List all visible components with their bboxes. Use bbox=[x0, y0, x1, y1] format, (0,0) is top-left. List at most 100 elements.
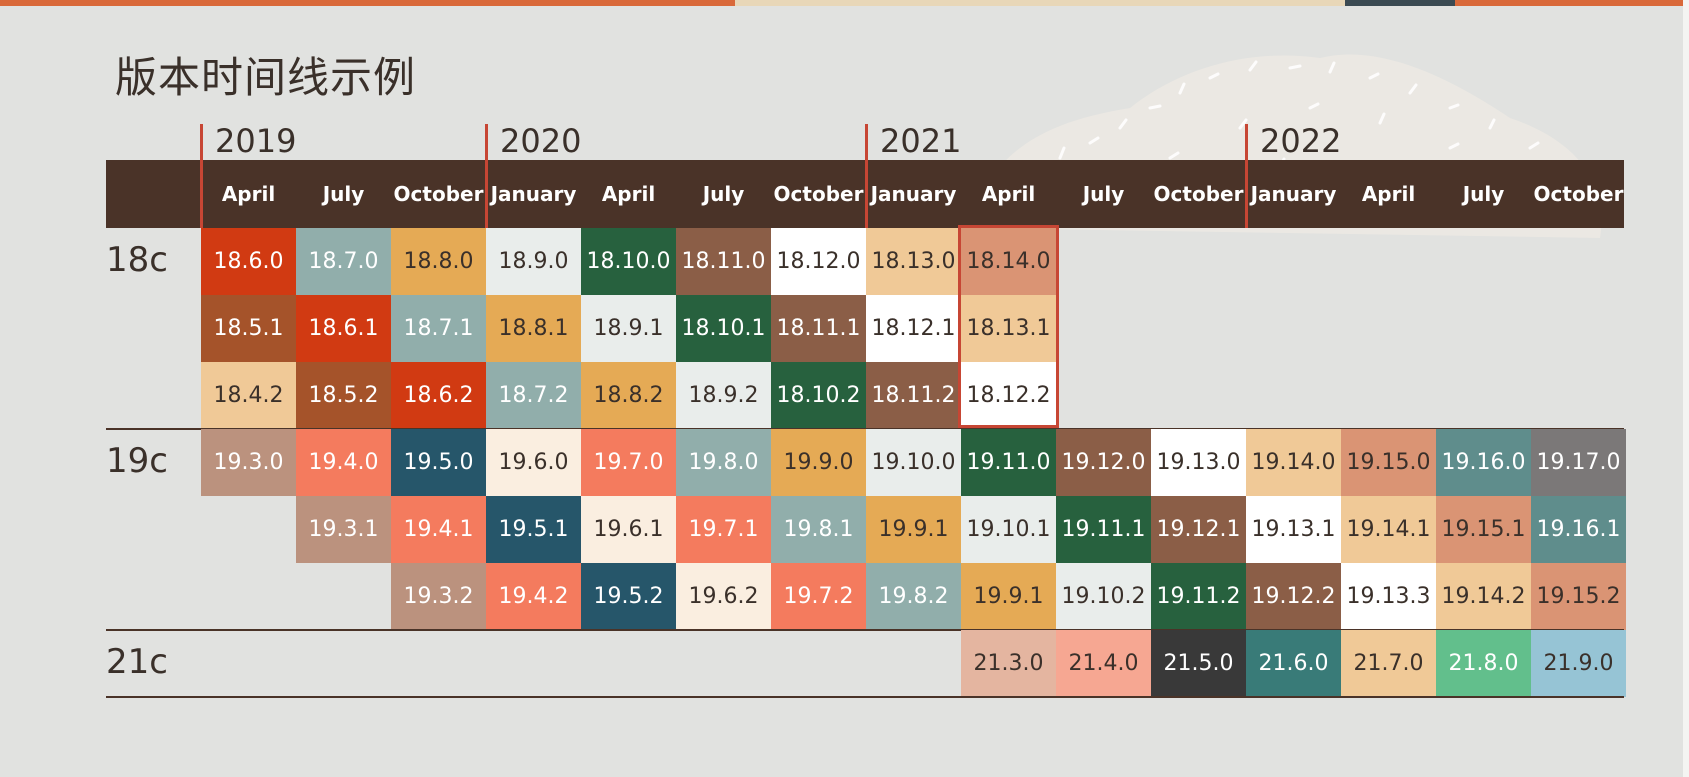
release-cell: 18.5.2 bbox=[296, 362, 391, 429]
release-cell: 19.16.0 bbox=[1436, 429, 1531, 496]
version-label-19c: 19c bbox=[106, 441, 168, 481]
release-cell: 19.13.3 bbox=[1341, 563, 1436, 630]
release-cell: 18.9.0 bbox=[486, 228, 581, 295]
release-cell: 18.7.2 bbox=[486, 362, 581, 429]
page-right-edge bbox=[1683, 0, 1689, 777]
release-cell: 21.9.0 bbox=[1531, 630, 1626, 697]
release-cell: 21.7.0 bbox=[1341, 630, 1436, 697]
year-divider-2021 bbox=[865, 160, 868, 228]
year-label-2019: 2019 bbox=[200, 124, 296, 162]
release-cell: 19.14.1 bbox=[1341, 496, 1436, 563]
release-cell: 19.5.1 bbox=[486, 496, 581, 563]
version-label-18c: 18c bbox=[106, 240, 168, 280]
release-cell: 19.3.2 bbox=[391, 563, 486, 630]
release-cell: 19.12.0 bbox=[1056, 429, 1151, 496]
release-cell: 18.12.0 bbox=[771, 228, 866, 295]
release-cell: 18.4.2 bbox=[201, 362, 296, 429]
month-header-april: April bbox=[981, 182, 1036, 206]
release-cell: 18.11.1 bbox=[771, 295, 866, 362]
release-cell: 18.6.1 bbox=[296, 295, 391, 362]
release-cell: 18.10.2 bbox=[771, 362, 866, 429]
month-header-april: April bbox=[1361, 182, 1416, 206]
top-banner-strip bbox=[0, 0, 1689, 6]
release-cell: 19.17.0 bbox=[1531, 429, 1626, 496]
release-cell: 21.3.0 bbox=[961, 630, 1056, 697]
release-cell: 18.12.2 bbox=[961, 362, 1056, 429]
release-cell: 21.5.0 bbox=[1151, 630, 1246, 697]
release-cell: 18.13.0 bbox=[866, 228, 961, 295]
month-header-october: October bbox=[1153, 182, 1244, 206]
release-cell: 18.5.1 bbox=[201, 295, 296, 362]
month-header-october: October bbox=[1533, 182, 1624, 206]
release-cell: 19.11.1 bbox=[1056, 496, 1151, 563]
release-cell: 19.5.0 bbox=[391, 429, 486, 496]
release-cell: 18.9.1 bbox=[581, 295, 676, 362]
month-header-july: July bbox=[702, 182, 745, 206]
release-cell: 18.11.2 bbox=[866, 362, 961, 429]
release-cell: 18.12.1 bbox=[866, 295, 961, 362]
release-cell: 19.4.1 bbox=[391, 496, 486, 563]
release-cell: 21.6.0 bbox=[1246, 630, 1341, 697]
release-cell: 19.8.2 bbox=[866, 563, 961, 630]
release-cell: 18.7.1 bbox=[391, 295, 486, 362]
month-header-january: January bbox=[1250, 182, 1337, 206]
banner-light-segment bbox=[735, 0, 1375, 6]
version-label-21c: 21c bbox=[106, 642, 168, 682]
release-cell: 18.11.0 bbox=[676, 228, 771, 295]
release-cell: 19.6.0 bbox=[486, 429, 581, 496]
release-cell: 19.13.1 bbox=[1246, 496, 1341, 563]
month-header-july: July bbox=[1082, 182, 1125, 206]
release-cell: 19.15.1 bbox=[1436, 496, 1531, 563]
year-divider-2020 bbox=[485, 160, 488, 228]
release-cell: 19.6.2 bbox=[676, 563, 771, 630]
release-cell: 19.9.1 bbox=[961, 563, 1056, 630]
year-divider-2019 bbox=[200, 160, 203, 228]
release-cell: 19.7.0 bbox=[581, 429, 676, 496]
release-cell: 19.6.1 bbox=[581, 496, 676, 563]
release-cell: 21.4.0 bbox=[1056, 630, 1151, 697]
release-cell: 19.9.1 bbox=[866, 496, 961, 563]
release-cell: 19.16.1 bbox=[1531, 496, 1626, 563]
group-divider bbox=[106, 629, 1624, 631]
release-cell: 19.7.2 bbox=[771, 563, 866, 630]
month-header-april: April bbox=[221, 182, 276, 206]
release-cell: 18.13.1 bbox=[961, 295, 1056, 362]
release-cell: 19.14.2 bbox=[1436, 563, 1531, 630]
release-cell: 18.6.2 bbox=[391, 362, 486, 429]
release-cell: 21.8.0 bbox=[1436, 630, 1531, 697]
release-cell: 18.9.2 bbox=[676, 362, 771, 429]
release-cell: 19.8.0 bbox=[676, 429, 771, 496]
year-label-2020: 2020 bbox=[485, 124, 581, 162]
release-cell: 18.10.1 bbox=[676, 295, 771, 362]
release-cell: 19.4.2 bbox=[486, 563, 581, 630]
release-cell: 18.10.0 bbox=[581, 228, 676, 295]
group-divider bbox=[106, 696, 1624, 698]
year-label-2021: 2021 bbox=[865, 124, 961, 162]
release-cell: 19.10.2 bbox=[1056, 563, 1151, 630]
release-cell: 19.7.1 bbox=[676, 496, 771, 563]
month-header-january: January bbox=[490, 182, 577, 206]
page-title: 版本时间线示例 bbox=[115, 53, 417, 102]
release-cell: 19.8.1 bbox=[771, 496, 866, 563]
release-cell: 18.14.0 bbox=[961, 228, 1056, 295]
release-cell: 19.4.0 bbox=[296, 429, 391, 496]
month-header-july: July bbox=[1462, 182, 1505, 206]
month-header-october: October bbox=[773, 182, 864, 206]
release-cell: 19.5.2 bbox=[581, 563, 676, 630]
release-cell: 18.8.0 bbox=[391, 228, 486, 295]
release-cell: 18.8.2 bbox=[581, 362, 676, 429]
year-label-2022: 2022 bbox=[1245, 124, 1341, 162]
release-cell: 18.8.1 bbox=[486, 295, 581, 362]
release-cell: 19.11.0 bbox=[961, 429, 1056, 496]
release-cell: 19.11.2 bbox=[1151, 563, 1246, 630]
banner-dark-segment bbox=[1345, 0, 1455, 6]
month-header-april: April bbox=[601, 182, 656, 206]
release-cell: 19.15.2 bbox=[1531, 563, 1626, 630]
year-divider-2022 bbox=[1245, 160, 1248, 228]
month-header-july: July bbox=[322, 182, 365, 206]
month-header-january: January bbox=[870, 182, 957, 206]
release-cell: 19.3.0 bbox=[201, 429, 296, 496]
release-cell: 18.6.0 bbox=[201, 228, 296, 295]
release-cell: 19.15.0 bbox=[1341, 429, 1436, 496]
release-cell: 19.10.1 bbox=[961, 496, 1056, 563]
